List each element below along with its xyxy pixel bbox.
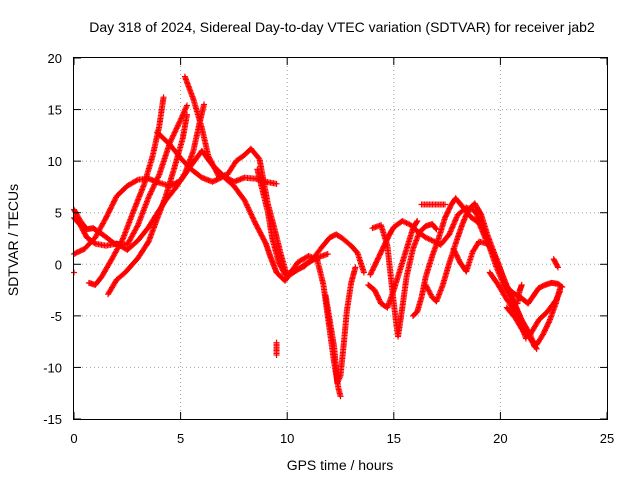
series-markers [273,339,280,359]
series-trace-k [369,221,440,340]
series-trace-s [514,281,525,307]
x-tick-label: 25 [600,431,614,446]
series-markers [503,288,564,338]
series-trace-w [418,201,448,208]
y-tick-label: 10 [48,154,62,169]
plot-frame [73,57,608,420]
series-trace-d [105,111,190,298]
series-markers [418,201,448,208]
series-markers [254,166,367,278]
x-tick-label: 0 [70,431,77,446]
y-axis-label: SDTVAR / TECUs [5,184,21,296]
series-trace-l [365,217,421,311]
x-tick-label: 20 [493,431,507,446]
series-markers [550,256,561,271]
series-markers [105,111,190,298]
y-tick-label: 0 [55,257,62,272]
x-tick-label: 5 [177,431,184,446]
series-trace-r [503,288,564,338]
data-marks [71,73,566,400]
y-tick-label: 20 [48,51,62,66]
x-axis-label: GPS time / hours [287,457,394,473]
y-tick-label: 5 [55,206,62,221]
chart-title: Day 318 of 2024, Sidereal Day-to-day VTE… [89,19,595,35]
series-trace-i [322,264,359,386]
axis-ticks: 0 5 10 15 20 25 -15 -10 -5 0 5 10 15 20 [43,51,614,446]
series-markers [514,281,525,307]
series-markers [409,195,489,319]
series-trace-m [409,195,489,319]
y-tick-label: -10 [43,360,62,375]
x-tick-label: 15 [387,431,401,446]
series-trace-t [550,256,561,271]
y-tick-label: -15 [43,412,62,427]
series-trace-c [85,94,167,288]
series-trace-h [254,166,367,278]
y-tick-label: 15 [48,103,62,118]
y-tick-label: -5 [50,309,62,324]
series-trace-u [273,339,280,359]
x-tick-label: 10 [280,431,294,446]
series-markers [369,221,440,340]
series-markers [85,94,167,288]
series-markers [365,217,421,311]
series-markers [322,264,359,386]
